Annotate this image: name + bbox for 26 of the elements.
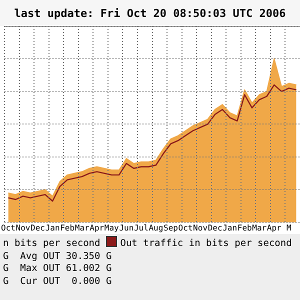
chart-title: last update: Fri Oct 20 08:50:03 UTC 2006	[0, 0, 300, 26]
x-tick-label: Feb	[237, 223, 252, 232]
x-tick-label: Nov	[16, 223, 30, 232]
legend-label: Out traffic in bits per second	[120, 238, 292, 249]
x-tick-label: Oct	[178, 223, 193, 232]
x-tick-label: Nov	[193, 223, 208, 232]
x-tick-label: Jan	[222, 223, 238, 232]
x-tick-label: Aug	[148, 223, 164, 232]
text: G Cur OUT 0.000 G	[3, 276, 113, 288]
x-tick-label: May	[104, 223, 120, 232]
x-tick-label: Feb	[60, 223, 75, 232]
x-tick-label: Apr	[266, 223, 282, 232]
x-tick-label: Oct	[1, 223, 16, 232]
text: G Avg OUT 30.350 G	[3, 250, 113, 263]
x-tick-label: Mar	[252, 223, 267, 232]
x-tick-label: Apr	[90, 223, 104, 232]
x-tick-label: Sep	[164, 223, 178, 232]
x-tick-label: Dec	[30, 223, 46, 232]
x-tick-label: M	[286, 223, 292, 232]
x-tick-label: Jun	[119, 223, 134, 232]
text: G Max OUT 61.002 G	[3, 263, 113, 276]
x-tick-label: Jan	[45, 223, 60, 232]
x-tick-label: Jul	[134, 223, 149, 232]
x-tick-label: Mar	[74, 223, 90, 232]
text: n bits per second	[3, 238, 100, 249]
x-tick-label: Dec	[208, 223, 222, 232]
